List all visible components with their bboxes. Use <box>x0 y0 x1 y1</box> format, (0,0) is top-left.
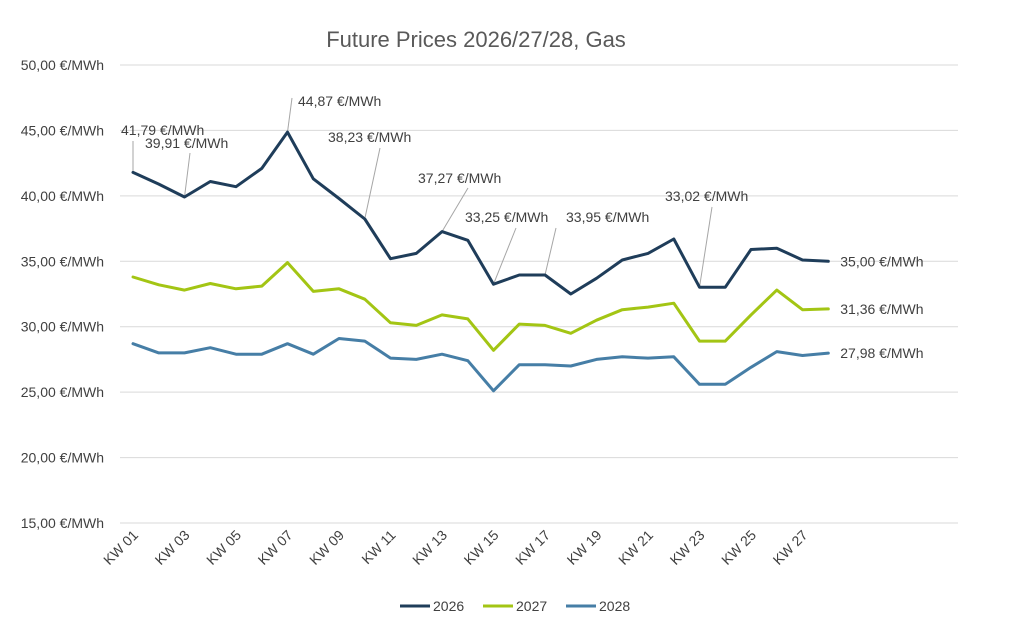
annotation-leader <box>544 227 557 276</box>
x-tick-label: KW 19 <box>564 527 605 568</box>
x-tick-label: KW 15 <box>461 527 502 568</box>
series-line-2028 <box>131 337 830 393</box>
annotation-leader <box>184 152 191 198</box>
annotation-leaders <box>132 97 713 288</box>
y-axis-ticks: 15,00 €/MWh 20,00 €/MWh 25,00 €/MWh 30,00 €… <box>21 57 104 531</box>
annotation-label: 33,95 €/MWh <box>566 209 649 225</box>
x-tick-label: KW 11 <box>358 527 398 567</box>
x-tick-label: KW 23 <box>667 527 708 568</box>
legend-label-2026: 2026 <box>433 598 464 614</box>
annotation-label: 39,91 €/MWh <box>145 135 228 151</box>
x-tick-label: KW 07 <box>255 527 296 568</box>
x-tick-label: KW 03 <box>152 527 193 568</box>
annotation-leader <box>287 97 293 133</box>
series-lines <box>131 130 830 393</box>
legend: 2026 2027 2028 <box>400 598 630 614</box>
annotation-label: 37,27 €/MWh <box>418 170 501 186</box>
y-tick-label: 30,00 €/MWh <box>21 319 104 335</box>
annotation-leader <box>493 227 517 285</box>
end-label-2026: 35,00 €/MWh <box>840 253 923 269</box>
annotation-label: 38,23 €/MWh <box>328 129 411 145</box>
x-tick-label: KW 13 <box>409 527 450 568</box>
x-axis-ticks: KW 01 KW 03 KW 05 KW 07 KW 09 KW 11 KW 13 KW 15… <box>100 527 811 568</box>
y-tick-label: 20,00 €/MWh <box>21 450 104 466</box>
x-tick-label: KW 09 <box>306 527 347 568</box>
x-tick-label: KW 17 <box>512 527 553 568</box>
chart-title: Future Prices 2026/27/28, Gas <box>326 27 626 52</box>
gridlines <box>120 64 958 524</box>
x-tick-label: KW 05 <box>203 527 244 568</box>
annotation-label: 33,02 €/MWh <box>665 188 748 204</box>
y-tick-label: 50,00 €/MWh <box>21 57 104 73</box>
y-tick-label: 35,00 €/MWh <box>21 253 104 269</box>
legend-label-2028: 2028 <box>599 598 630 614</box>
x-tick-label: KW 25 <box>718 527 759 568</box>
y-tick-label: 15,00 €/MWh <box>21 515 104 531</box>
x-tick-label: KW 01 <box>100 527 141 568</box>
y-tick-label: 40,00 €/MWh <box>21 188 104 204</box>
y-tick-label: 25,00 €/MWh <box>21 384 104 400</box>
end-label-2028: 27,98 €/MWh <box>840 345 923 361</box>
end-labels: 35,00 €/MWh 31,36 €/MWh 27,98 €/MWh <box>840 253 923 361</box>
annotation-label: 44,87 €/MWh <box>298 93 381 109</box>
x-tick-label: KW 27 <box>770 527 811 568</box>
series-line-2027 <box>131 261 830 352</box>
x-tick-label: KW 21 <box>615 527 656 568</box>
y-tick-label: 45,00 €/MWh <box>21 122 104 138</box>
end-label-2027: 31,36 €/MWh <box>840 301 923 317</box>
annotation-leader <box>364 147 381 220</box>
series-line-2026 <box>131 130 830 296</box>
annotation-leader <box>441 187 469 232</box>
annotation-leader <box>699 206 713 288</box>
annotation-label: 41,79 €/MWh <box>121 122 204 138</box>
legend-label-2027: 2027 <box>516 598 547 614</box>
annotation-label: 33,25 €/MWh <box>465 209 548 225</box>
